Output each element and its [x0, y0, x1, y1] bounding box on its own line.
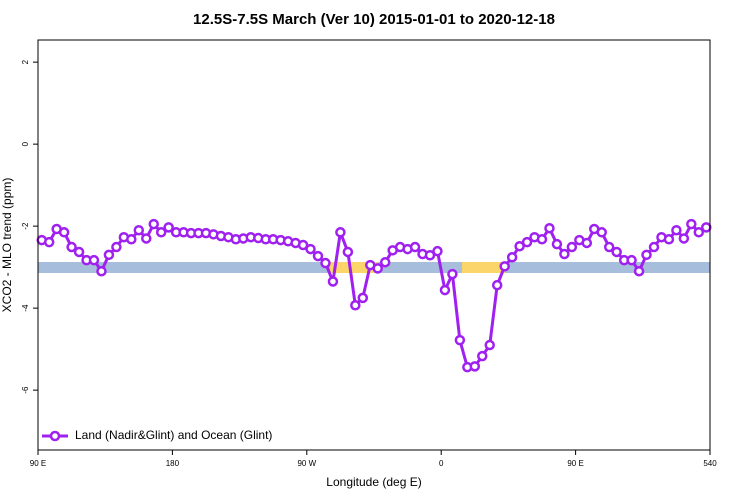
data-point — [477, 350, 488, 362]
x-tick-label: 0 — [439, 459, 444, 468]
data-point — [596, 227, 607, 238]
data-point — [686, 218, 697, 230]
x-tick-label: 540 — [703, 459, 717, 468]
data-point — [499, 261, 510, 272]
data-point — [111, 241, 122, 253]
y-tick-label: -4 — [21, 304, 30, 312]
data-point — [566, 241, 578, 253]
data-point — [581, 237, 593, 249]
data-point — [663, 234, 675, 245]
data-point — [626, 254, 637, 266]
data-point — [103, 249, 115, 261]
legend-label: Land (Nadir&Glint) and Ocean (Glint) — [75, 428, 272, 442]
plot-frame — [37, 39, 711, 451]
data-point — [141, 233, 152, 244]
y-tick-label: -6 — [21, 386, 30, 394]
land-band — [462, 262, 505, 273]
x-axis-label: Longitude (deg E) — [326, 475, 421, 489]
data-point — [454, 334, 466, 346]
data-point — [701, 222, 712, 233]
legend-marker — [49, 430, 61, 442]
data-point — [671, 224, 682, 236]
data-point — [379, 256, 391, 268]
data-point — [648, 241, 660, 253]
y-axis-label: XCO2 - MLO trend (ppm) — [0, 178, 14, 313]
data-point — [297, 239, 309, 251]
data-point — [88, 254, 100, 266]
data-point — [603, 241, 615, 253]
data-point — [633, 265, 645, 277]
data-point — [544, 222, 555, 234]
data-point — [641, 249, 652, 261]
data-point — [409, 241, 421, 253]
data-point — [447, 268, 458, 280]
data-point — [312, 250, 324, 262]
data-point — [155, 227, 167, 238]
data-point — [96, 265, 107, 277]
data-point — [58, 227, 70, 238]
data-point — [439, 284, 451, 296]
chart-title: 12.5S-7.5S March (Ver 10) 2015-01-01 to … — [193, 11, 555, 28]
data-point — [148, 218, 159, 230]
data-point — [43, 236, 55, 248]
data-point — [432, 245, 443, 257]
data-point — [678, 233, 690, 244]
data-point — [506, 252, 518, 263]
data-point — [611, 246, 622, 258]
data-point — [133, 224, 145, 236]
data-point — [484, 339, 495, 351]
data-point — [305, 243, 316, 255]
data-point — [357, 292, 369, 304]
data-point — [536, 234, 548, 245]
data-point — [693, 227, 705, 238]
data-point — [469, 361, 481, 372]
data-point — [350, 300, 361, 311]
y-tick-label: 0 — [21, 141, 30, 146]
data-point — [327, 276, 339, 287]
data-point — [559, 248, 570, 260]
data-point — [551, 238, 563, 250]
data-point — [73, 246, 85, 258]
data-point — [335, 227, 346, 238]
data-point — [424, 250, 436, 261]
y-tick-label: -2 — [21, 222, 30, 230]
y-tick-label: 2 — [21, 59, 30, 64]
land-band — [330, 262, 378, 273]
data-point — [491, 279, 503, 291]
data-point — [372, 263, 383, 274]
data-point — [163, 222, 174, 233]
x-tick-label: 90 E — [567, 459, 583, 468]
x-tick-label: 180 — [166, 459, 180, 468]
x-tick-label: 90 E — [30, 459, 46, 468]
data-point — [320, 257, 331, 269]
data-point — [342, 246, 354, 258]
data-point — [514, 240, 525, 252]
x-tick-label: 90 W — [297, 459, 316, 468]
data-point — [521, 236, 533, 248]
data-point — [66, 241, 77, 253]
data-point — [126, 234, 137, 245]
